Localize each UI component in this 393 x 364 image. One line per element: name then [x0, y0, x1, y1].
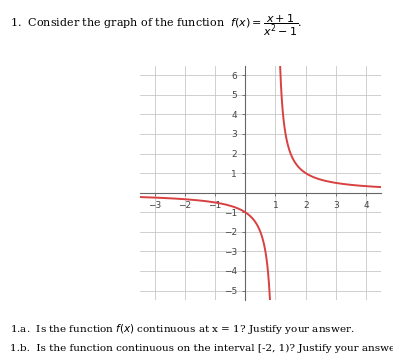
Text: 1.a.  Is the function $f(x)$ continuous at x = 1? Justify your answer.: 1.a. Is the function $f(x)$ continuous a… [10, 322, 354, 336]
Text: 1.b.  Is the function continuous on the interval [-2, 1)? Justify your answer.: 1.b. Is the function continuous on the i… [10, 344, 393, 353]
Text: 1.  Consider the graph of the function  $f(x) = \dfrac{x+1}{x^2-1}$.: 1. Consider the graph of the function $f… [10, 13, 302, 38]
